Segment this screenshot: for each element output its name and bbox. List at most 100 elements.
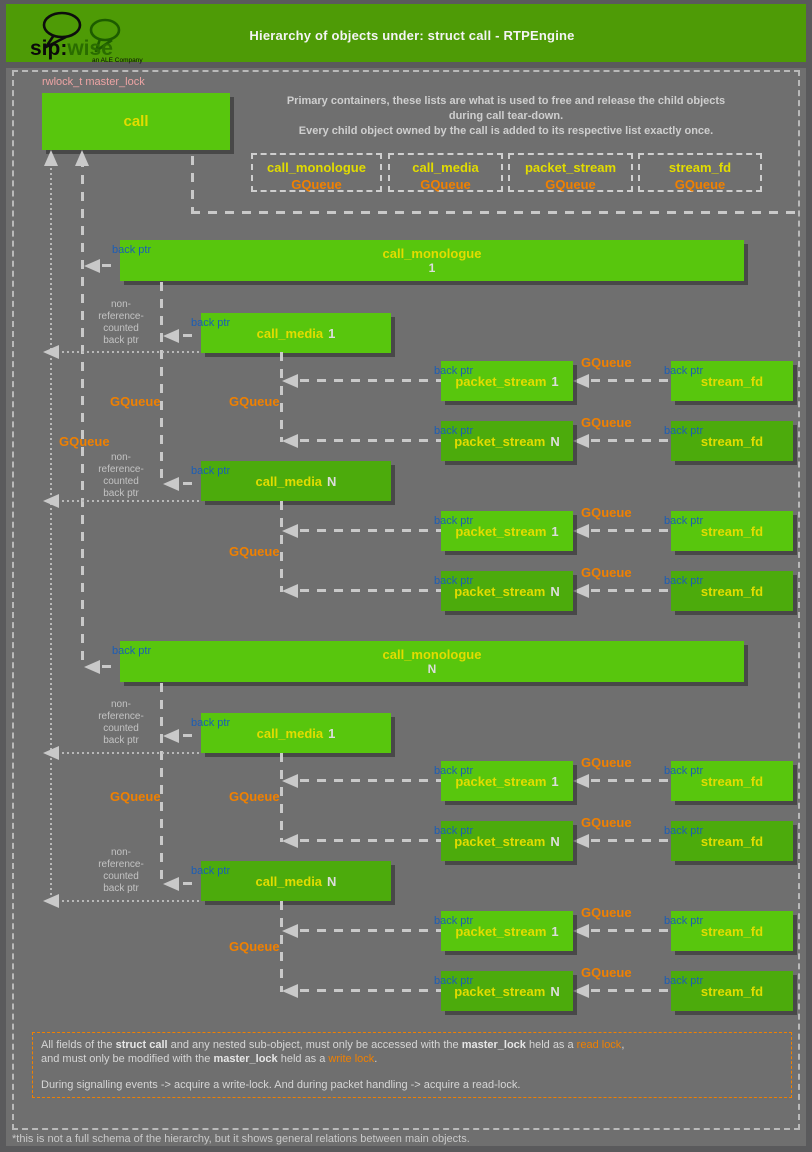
connector-line	[57, 500, 201, 502]
gqueue-label: GQueue	[59, 434, 110, 449]
gqueue-label: GQueue	[581, 965, 632, 980]
connector-line	[160, 282, 163, 482]
connector-line	[57, 900, 201, 902]
connector-line	[160, 683, 163, 879]
arrowhead	[163, 329, 179, 343]
connector-line	[300, 589, 441, 592]
back-ptr-label: back ptr	[664, 515, 704, 527]
stream-fd-box: stream_fd	[671, 971, 793, 1011]
stream-fd-box: stream_fd	[671, 911, 793, 951]
call-media-box: call_media 1	[201, 713, 391, 753]
arrowhead	[163, 729, 179, 743]
back-ptr-label: back ptr	[434, 425, 474, 437]
connector-line	[191, 156, 194, 212]
packet-stream-box: packet_stream 1	[441, 361, 573, 401]
packet-stream-box: packet_stream N	[441, 971, 573, 1011]
gqueue-label: GQueue	[229, 544, 280, 559]
packet-stream-box: packet_stream N	[441, 421, 573, 461]
connector-line	[300, 779, 441, 782]
non-ref-note: non- reference- counted back ptr	[98, 847, 144, 894]
container-stream-fd: stream_fd GQueue	[638, 153, 762, 192]
back-ptr-label: back ptr	[664, 975, 704, 987]
gqueue-label: GQueue	[229, 789, 280, 804]
back-ptr-label: back ptr	[664, 915, 704, 927]
back-ptr-label: back ptr	[664, 825, 704, 837]
arrowhead	[573, 984, 589, 998]
back-ptr-label: back ptr	[191, 317, 231, 329]
back-ptr-label: back ptr	[664, 365, 704, 377]
diagram-outer-border	[12, 70, 800, 1130]
arrowhead	[573, 834, 589, 848]
container-call-monologue: call_monologue GQueue	[251, 153, 382, 192]
back-ptr-label: back ptr	[434, 825, 474, 837]
master-lock-label: rwlock_t master_lock	[42, 76, 145, 88]
arrowhead	[573, 924, 589, 938]
arrowhead	[43, 746, 59, 760]
back-ptr-label: back ptr	[434, 975, 474, 987]
connector-line	[300, 929, 441, 932]
gqueue-label: GQueue	[229, 394, 280, 409]
gqueue-label: GQueue	[581, 905, 632, 920]
arrowhead	[43, 894, 59, 908]
arrowhead	[573, 774, 589, 788]
call-media-box: call_media N	[201, 861, 391, 901]
connector-line	[591, 839, 671, 842]
packet-stream-box: packet_stream N	[441, 821, 573, 861]
arrowhead	[282, 584, 298, 598]
gqueue-label: GQueue	[110, 394, 161, 409]
arrowhead	[43, 345, 59, 359]
arrowhead	[282, 434, 298, 448]
connector-line	[280, 501, 283, 592]
connector-line	[591, 589, 671, 592]
call-box: call	[42, 93, 230, 150]
stream-fd-box: stream_fd	[671, 421, 793, 461]
connector-line	[300, 839, 441, 842]
speech-bubble-icon	[89, 18, 121, 42]
connector-line	[300, 379, 441, 382]
back-ptr-label: back ptr	[434, 765, 474, 777]
connector-line	[183, 334, 199, 337]
connector-line	[50, 158, 52, 901]
connector-line	[280, 901, 283, 992]
back-ptr-label: back ptr	[112, 645, 152, 657]
description-text: Primary containers, these lists are what…	[286, 95, 726, 137]
back-ptr-label: back ptr	[191, 865, 231, 877]
footnote: *this is not a full schema of the hierar…	[12, 1133, 470, 1145]
gqueue-label: GQueue	[581, 755, 632, 770]
arrowhead	[282, 834, 298, 848]
connector-line	[191, 211, 795, 214]
back-ptr-label: back ptr	[191, 465, 231, 477]
connector-line	[183, 734, 199, 737]
svg-text:sip:wise: sip:wise	[30, 37, 113, 60]
arrowhead	[75, 150, 89, 166]
arrowhead	[84, 660, 100, 674]
connector-line	[102, 665, 118, 668]
back-ptr-label: back ptr	[112, 244, 152, 256]
call-monologue-box: call_monologue N	[120, 641, 744, 682]
arrowhead	[282, 374, 298, 388]
non-ref-note: non- reference- counted back ptr	[98, 452, 144, 499]
non-ref-note: non- reference- counted back ptr	[98, 299, 144, 346]
packet-stream-box: packet_stream N	[441, 571, 573, 611]
sipwise-logo: sip:wise an ALE Company	[30, 11, 143, 64]
arrowhead	[573, 374, 589, 388]
note-line: During signalling events -> acquire a wr…	[41, 1079, 521, 1091]
header-bar: sip:wise an ALE Company Hierarchy of obj…	[6, 4, 806, 64]
back-ptr-label: back ptr	[664, 425, 704, 437]
packet-stream-box: packet_stream 1	[441, 911, 573, 951]
packet-stream-box: packet_stream 1	[441, 761, 573, 801]
connector-line	[591, 779, 671, 782]
connector-line	[102, 264, 118, 267]
connector-line	[591, 989, 671, 992]
speech-bubble-tail	[94, 38, 113, 53]
page-title: Hierarchy of objects under: struct call …	[249, 28, 575, 43]
connector-line	[57, 752, 201, 754]
back-ptr-label: back ptr	[191, 717, 231, 729]
connector-line	[57, 351, 201, 353]
gqueue-label: GQueue	[581, 355, 632, 370]
non-ref-note: non- reference- counted back ptr	[98, 699, 144, 746]
stream-fd-box: stream_fd	[671, 511, 793, 551]
gqueue-label: GQueue	[581, 415, 632, 430]
note-line: All fields of the struct call and any ne…	[41, 1039, 625, 1051]
connector-line	[591, 529, 671, 532]
